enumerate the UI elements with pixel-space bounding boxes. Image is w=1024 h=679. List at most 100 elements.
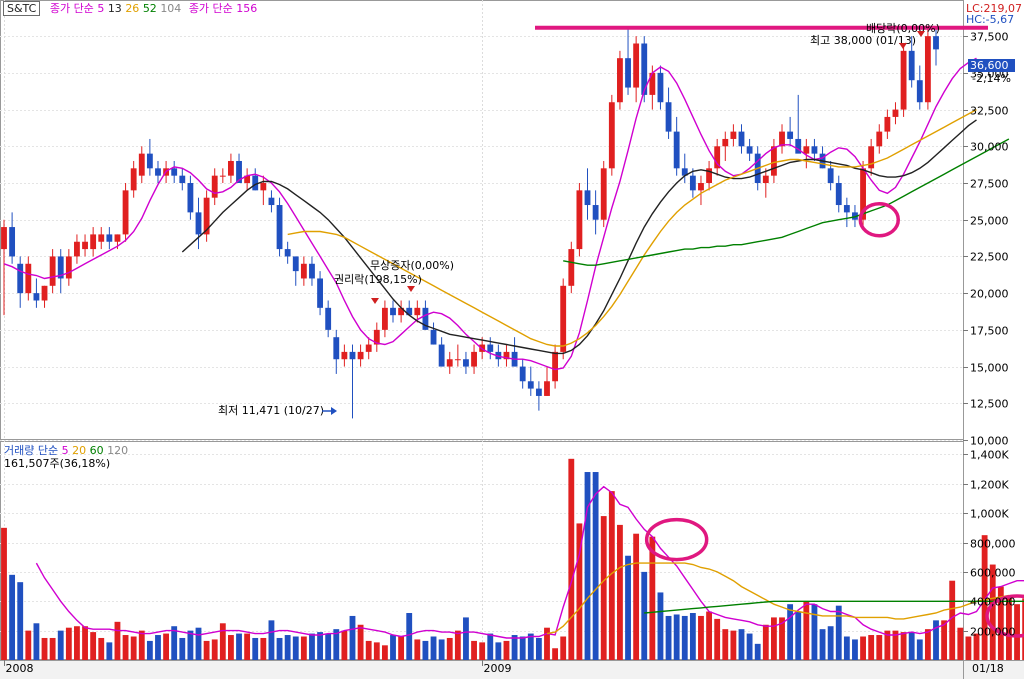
price-tick-label: 32,500 [970,105,1009,118]
ma-period-13: 13 [107,2,122,15]
vol-ma-period-5: 5 [61,444,69,457]
volume-bar [211,639,218,660]
candle [787,116,794,147]
volume-bar [617,524,623,660]
volume-bar [130,636,137,660]
candle [325,300,332,338]
volume-ma-label: 거래량 단순 [4,444,59,457]
volume-bar [738,629,745,660]
candle [373,322,380,352]
volume-bar [122,635,129,660]
candle-body [544,381,550,396]
candle [438,337,445,367]
volume-bar [90,632,97,660]
candle [276,197,283,257]
candle-body [738,131,745,147]
candle-body [341,351,348,360]
ma-period-52: 52 [142,2,157,15]
candle [584,168,591,220]
candle-body [811,146,818,154]
symbol-box[interactable]: S&TC [3,1,41,16]
volume-bar [487,633,494,660]
candle [714,138,721,176]
candle [852,205,858,228]
price-ma2-label: 종가 단순 156 [188,2,258,15]
candle-body [244,175,251,184]
volume-tick-label: 1,000K [970,508,1009,521]
candle [560,278,567,360]
volume-bar [33,623,40,660]
volume-bar [795,611,802,660]
volume-bar [341,630,348,660]
candle [835,175,842,213]
candle-body [373,329,380,345]
candle-body [787,131,794,139]
volume-bar [827,626,834,660]
candle-body [211,175,218,198]
volume-tick-label: 200,000 [970,626,1016,639]
vol-ma-period-20: 20 [72,444,87,457]
volume-bar [406,613,413,660]
price-tick-label: 25,000 [970,215,1009,228]
candle [811,138,818,161]
candle [90,227,97,257]
candle [535,381,542,411]
volume-bar [219,623,226,660]
candle-body [122,190,129,235]
candle [633,36,640,103]
volume-bar [438,639,445,660]
candle-body [519,366,526,382]
volume-bar [333,629,340,660]
volume-bar [949,580,956,660]
price-tick-label: 30,000 [970,141,1009,154]
candle-body [803,146,810,154]
candle-body [219,175,226,177]
candle-body [268,197,275,206]
candle-body [228,160,234,176]
candle-body [454,359,461,361]
volume-bar [49,637,56,660]
ex-rights-annotation: 권리락(198,15%) [334,273,422,286]
candle-body [406,307,413,316]
volume-bar [454,630,461,660]
volume-bar [730,630,737,660]
volume-bar [779,617,785,660]
candle-body [438,344,445,367]
candle [300,256,307,286]
candle-body [260,183,267,191]
candle-body [349,351,356,360]
candle [146,138,153,176]
candle-body [657,72,664,103]
candle-body [762,175,769,184]
volume-bar [511,635,518,660]
candle-body [608,102,615,169]
candle [292,256,299,286]
candle-body [852,212,858,220]
candle [592,190,599,235]
candle-body [365,344,372,352]
volume-bar [381,645,388,660]
volume-bar [98,637,105,660]
candle-body [746,146,753,154]
candle-body [1,227,7,250]
volume-bar [276,637,283,660]
volume-bar [284,635,291,660]
date-tick-label: 2009 [484,662,512,675]
volume-bar [195,627,202,660]
candle [900,43,907,117]
candle [268,190,275,213]
price-tick-label: 17,500 [970,325,1009,338]
candle [600,160,607,228]
candle [860,160,866,228]
axes: 37,50035,00032,50030,00027,50025,00022,5… [4,31,1016,675]
volume-bar [228,635,234,660]
candle [868,138,875,176]
volume-bar [754,643,761,660]
candle-body [552,351,559,382]
candle-body [916,80,923,103]
candle [228,153,234,184]
price-tick-label: 37,500 [970,31,1009,44]
lc-readout: LC:219,07 [966,2,1023,15]
volume-bar [673,614,680,660]
volume-tick-label: 1,400K [970,449,1009,462]
